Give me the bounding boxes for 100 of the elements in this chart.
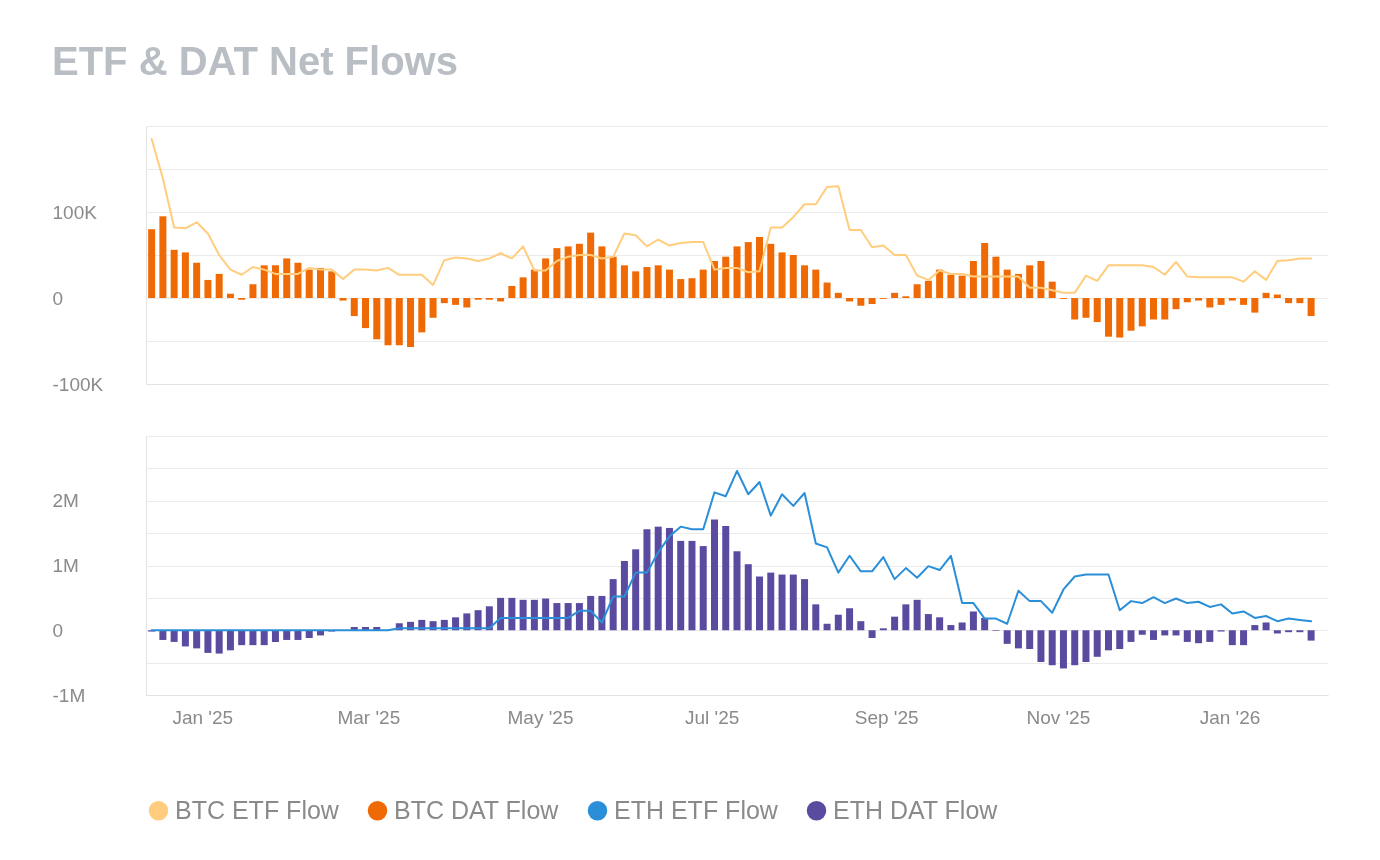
bar	[789, 255, 797, 298]
bar	[1116, 298, 1124, 338]
bar	[1026, 265, 1034, 298]
bar	[497, 597, 505, 631]
bar	[587, 232, 595, 298]
line-series	[150, 137, 1313, 294]
bar	[801, 579, 809, 631]
bar	[992, 256, 1000, 298]
bar	[958, 622, 966, 631]
bar	[316, 267, 324, 298]
bar	[384, 298, 392, 346]
bar	[1228, 630, 1236, 646]
bar	[1037, 630, 1045, 662]
bar	[958, 275, 966, 298]
bar	[699, 546, 707, 631]
bar	[215, 273, 223, 298]
bar	[823, 282, 831, 298]
bar	[620, 265, 628, 298]
bar	[654, 265, 662, 298]
bar	[1183, 630, 1191, 642]
bar	[418, 298, 426, 333]
bar	[159, 216, 167, 298]
bar	[181, 630, 189, 647]
y-tick-label: -100K	[52, 373, 104, 395]
bar	[891, 292, 899, 298]
bar	[328, 271, 336, 298]
bar	[778, 574, 786, 631]
bar	[688, 278, 696, 298]
bar	[271, 630, 279, 642]
bar	[767, 572, 775, 631]
line-series	[150, 469, 1313, 632]
bar	[1150, 298, 1158, 320]
bar	[170, 630, 178, 642]
bar	[1262, 292, 1270, 298]
bar	[542, 598, 550, 631]
bar	[1172, 630, 1180, 636]
bar	[1127, 298, 1135, 331]
bar	[1127, 630, 1135, 642]
bar	[362, 298, 370, 329]
bar	[936, 269, 944, 298]
x-tick-label: Jul '25	[685, 706, 740, 728]
bar	[924, 614, 932, 631]
bar	[238, 630, 246, 646]
bar	[767, 243, 775, 298]
bar	[936, 617, 944, 631]
bar	[891, 616, 899, 631]
bar	[271, 265, 279, 298]
bar	[564, 603, 572, 631]
bar	[744, 242, 752, 298]
bar	[1195, 630, 1203, 644]
bar	[553, 248, 561, 298]
bar	[429, 298, 437, 318]
bar	[1307, 298, 1315, 317]
bar	[148, 229, 156, 298]
legend-label: BTC DAT Flow	[394, 795, 560, 824]
bar	[710, 519, 718, 631]
bar	[260, 265, 268, 298]
y-tick-label: 0	[52, 619, 64, 641]
bar	[598, 246, 606, 298]
bar	[1082, 298, 1090, 318]
bar	[1262, 622, 1270, 631]
bar	[294, 262, 302, 298]
bar	[1048, 630, 1056, 666]
bar	[204, 630, 212, 653]
bar	[181, 252, 189, 298]
bar	[812, 604, 820, 631]
bar	[508, 285, 516, 298]
bar	[1071, 298, 1079, 320]
bar	[1307, 630, 1315, 641]
bar	[530, 269, 538, 298]
bar	[665, 269, 673, 298]
bar	[1240, 298, 1248, 305]
bar	[969, 611, 977, 631]
y-tick-label: 0	[52, 287, 64, 309]
bar	[981, 242, 989, 298]
bar	[609, 579, 617, 631]
bar	[643, 529, 651, 631]
bar	[452, 298, 460, 305]
bar	[339, 298, 347, 301]
bar	[1273, 630, 1281, 634]
bar	[294, 630, 302, 640]
bar	[1037, 261, 1045, 298]
bar	[1082, 630, 1090, 662]
x-tick-label: Jan '26	[1199, 706, 1261, 728]
bar	[913, 599, 921, 631]
bar	[159, 630, 167, 640]
bar	[519, 599, 527, 631]
bar	[1251, 625, 1259, 631]
legend-label: ETH DAT Flow	[833, 795, 999, 824]
bar	[902, 604, 910, 631]
bar	[969, 261, 977, 298]
bar	[710, 261, 718, 298]
y-tick-label: 1M	[52, 555, 79, 576]
bar	[913, 284, 921, 298]
bar	[305, 269, 313, 298]
bar	[620, 560, 628, 631]
bar	[1183, 298, 1191, 303]
bar	[643, 267, 651, 298]
bar	[283, 258, 291, 298]
bar	[1251, 298, 1259, 313]
